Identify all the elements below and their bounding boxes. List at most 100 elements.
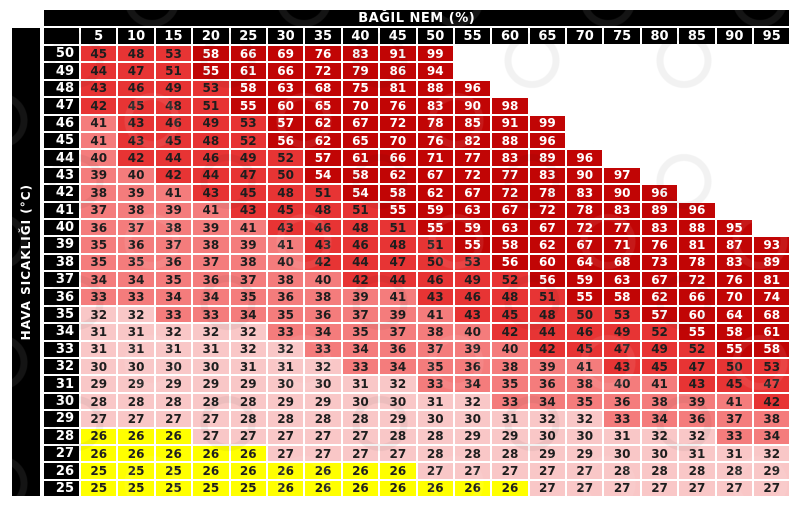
heat-index-cell: 29 [305,393,341,410]
heat-index-cell: 34 [754,428,790,444]
heat-index-cell: 40 [454,324,491,340]
heat-index-cell: 35 [118,254,154,271]
heat-index-cell: 66 [380,150,416,166]
heat-index-cell: 36 [604,393,640,410]
empty-cell [679,46,714,61]
heat-index-cell: 26 [417,480,453,497]
heat-index-cell: 26 [342,480,379,497]
heat-index-cell: 39 [118,185,154,201]
heat-index-cell: 56 [267,132,304,149]
heat-index-cell: 26 [155,445,192,462]
humidity-header-cell: 75 [604,28,640,44]
heat-index-cell: 99 [417,46,453,62]
heat-index-cell: 31 [716,445,753,462]
heat-index-cell: 57 [267,115,304,131]
heat-index-cell: 28 [417,445,453,462]
heat-index-cell: 51 [529,289,566,305]
heat-index-cell: 27 [155,411,192,427]
heat-index-cell: 25 [118,463,154,479]
empty-cell [717,133,752,148]
temperature-header-cell: 44 [44,150,79,166]
heat-index-cell: 41 [81,132,117,149]
heat-index-cell: 26 [193,463,229,479]
heat-index-cell: 67 [417,167,453,184]
heat-index-cell: 46 [567,324,603,340]
humidity-header-cell: 70 [567,28,603,44]
heat-index-cell: 83 [529,167,566,184]
heat-index-cell: 43 [118,115,154,131]
heat-index-cell: 36 [454,359,491,375]
heat-index-cell: 27 [342,445,379,462]
empty-cell [717,150,752,165]
heat-index-cell: 25 [155,463,192,479]
heat-index-cell: 32 [679,428,715,444]
empty-cell [455,63,490,78]
heat-index-cell: 32 [641,428,678,444]
heat-index-cell: 51 [155,63,192,79]
heat-index-cell: 29 [118,376,154,392]
heat-index-cell: 58 [342,167,379,184]
heat-index-cell: 32 [754,445,790,462]
heat-index-cell: 87 [716,237,753,253]
empty-cell [642,63,677,78]
temperature-header-cell: 26 [44,463,79,479]
temperature-header-cell: 34 [44,324,79,340]
heat-index-cell: 44 [380,272,416,288]
heat-index-cell: 42 [492,324,528,340]
heat-index-cell: 79 [342,63,379,79]
heat-index-cell: 62 [417,185,453,201]
heat-index-cell: 29 [754,463,790,479]
heat-index-cell: 60 [679,306,715,323]
heat-index-cell: 45 [641,359,678,375]
humidity-header-cell: 20 [193,28,229,44]
heat-index-cell: 28 [305,411,341,427]
heat-index-cell: 27 [529,480,566,497]
heat-index-cell: 55 [380,202,416,218]
humidity-header-cell: 5 [81,28,117,44]
heat-index-cell: 48 [193,132,229,149]
heat-index-cell: 91 [492,115,528,131]
heat-index-cell: 26 [380,480,416,497]
heat-index-cell: 48 [155,98,192,114]
heat-index-cell: 41 [567,359,603,375]
heat-index-cell: 59 [567,272,603,288]
heat-index-cell: 88 [417,80,453,97]
heat-index-cell: 77 [492,167,528,184]
heat-index-cell: 31 [81,324,117,340]
heat-index-cell: 41 [716,393,753,410]
heat-index-cell: 35 [567,393,603,410]
empty-cell [604,46,639,61]
heat-index-cell: 33 [155,306,192,323]
heat-index-cell: 32 [230,324,266,340]
heat-index-cell: 26 [193,445,229,462]
empty-cell [679,133,714,148]
humidity-header-cell: 25 [230,28,266,44]
heat-index-cell: 71 [417,150,453,166]
humidity-header-cell: 95 [754,28,790,44]
heat-index-cell: 98 [492,98,528,114]
heat-index-cell: 27 [193,411,229,427]
heat-index-cell: 37 [118,219,154,236]
empty-cell [642,98,677,113]
heat-index-cell: 36 [679,411,715,427]
empty-cell [604,116,639,131]
heat-index-cell: 48 [118,46,154,62]
heat-index-cell: 72 [454,167,491,184]
heat-index-cell: 32 [230,341,266,358]
heat-index-cell: 45 [118,98,154,114]
heat-index-cell: 29 [193,376,229,392]
heat-index-cell: 28 [342,411,379,427]
empty-cell [754,63,789,78]
heat-index-cell: 34 [342,341,379,358]
heat-index-cell: 86 [380,63,416,79]
heat-index-cell: 88 [679,219,715,236]
heat-index-cell: 88 [492,132,528,149]
heat-index-cell: 51 [380,219,416,236]
heat-index-cell: 45 [81,46,117,62]
empty-cell [530,98,565,113]
heat-index-cell: 67 [529,219,566,236]
heat-index-cell: 43 [118,132,154,149]
heat-index-cell: 43 [81,80,117,97]
empty-cell [567,133,602,148]
